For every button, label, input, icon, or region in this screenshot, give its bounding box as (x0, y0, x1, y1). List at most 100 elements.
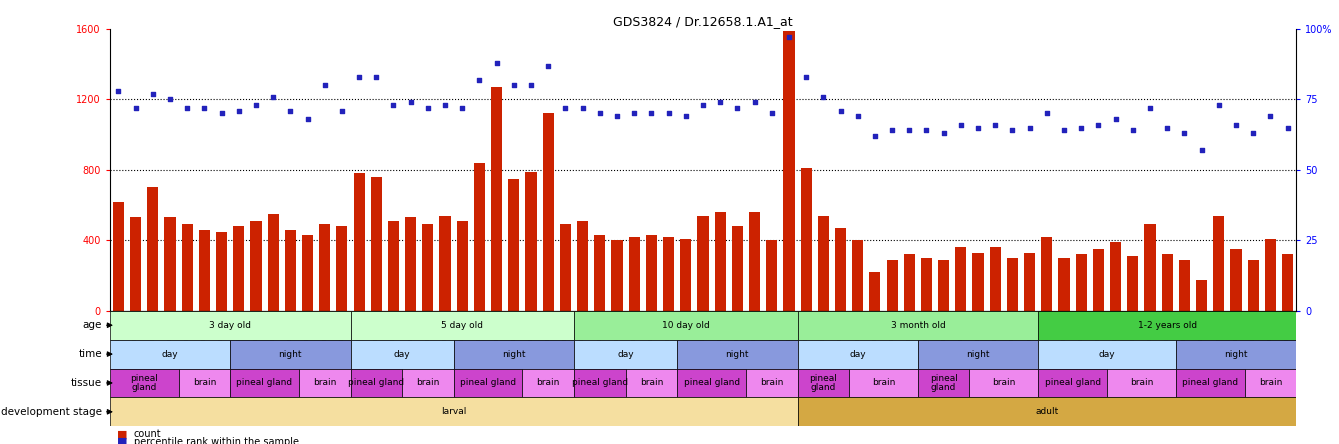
Text: pineal gland: pineal gland (237, 378, 293, 388)
Point (1243, 130, 1264, 137)
Bar (645, 235, 657, 311)
Bar (178, 369, 230, 397)
Bar (869, 272, 881, 311)
Bar (1038, 369, 1107, 397)
Point (830, 107, 852, 114)
Text: adult: adult (1035, 407, 1058, 416)
Text: ■: ■ (116, 437, 127, 444)
Text: brain: brain (1259, 378, 1281, 388)
Text: pineal gland: pineal gland (1044, 378, 1101, 388)
Point (331, 107, 352, 114)
Point (315, 82, 336, 89)
Bar (233, 226, 244, 311)
Bar (849, 369, 919, 397)
Bar (749, 212, 761, 311)
Bar (574, 311, 798, 340)
Point (624, 110, 645, 117)
Point (898, 127, 920, 134)
Bar (1244, 369, 1296, 397)
Point (348, 73, 370, 80)
Text: brain: brain (992, 378, 1015, 388)
Point (297, 115, 319, 123)
Bar (285, 230, 296, 311)
Point (159, 96, 181, 103)
Bar (798, 397, 1296, 426)
Bar (628, 237, 640, 311)
Text: age: age (83, 320, 102, 330)
Bar (612, 240, 623, 311)
Point (1225, 121, 1247, 128)
Point (1190, 147, 1212, 154)
Point (984, 121, 1006, 128)
Point (933, 130, 955, 137)
Point (848, 113, 869, 120)
Point (710, 99, 731, 106)
Bar (439, 216, 451, 311)
Point (194, 104, 216, 111)
Bar (351, 340, 454, 369)
Bar (165, 218, 175, 311)
Bar (1107, 369, 1176, 397)
Bar (1038, 311, 1296, 340)
Point (469, 76, 490, 83)
Point (554, 104, 576, 111)
Point (142, 90, 163, 97)
Bar (919, 369, 969, 397)
Point (692, 101, 714, 108)
Bar (110, 369, 178, 397)
Text: larval: larval (441, 407, 466, 416)
Bar (351, 369, 402, 397)
Point (1277, 124, 1299, 131)
Bar (746, 369, 798, 397)
Bar (836, 228, 846, 311)
Bar (299, 369, 351, 397)
Text: pineal gland: pineal gland (461, 378, 516, 388)
Bar (371, 177, 382, 311)
Point (125, 104, 146, 111)
Bar (939, 260, 949, 311)
Bar (353, 173, 364, 311)
Bar (732, 226, 743, 311)
Bar (542, 113, 554, 311)
Bar (577, 221, 588, 311)
Text: brain: brain (416, 378, 439, 388)
Bar (715, 212, 726, 311)
Point (1139, 104, 1161, 111)
Point (572, 104, 593, 111)
Bar (268, 214, 279, 311)
Point (366, 73, 387, 80)
Point (434, 101, 455, 108)
Bar (406, 218, 416, 311)
Point (1036, 110, 1058, 117)
Text: 3 day old: 3 day old (209, 321, 252, 330)
Point (761, 110, 782, 117)
Bar (351, 311, 574, 340)
Bar (886, 260, 897, 311)
Text: day: day (617, 349, 633, 359)
Point (795, 73, 817, 80)
Bar (678, 340, 798, 369)
Text: time: time (79, 349, 102, 359)
Bar (1007, 258, 1018, 311)
Title: GDS3824 / Dr.12658.1.A1_at: GDS3824 / Dr.12658.1.A1_at (613, 15, 793, 28)
Point (228, 107, 249, 114)
Bar (457, 221, 467, 311)
Point (640, 110, 661, 117)
Bar (1093, 249, 1105, 311)
Bar (972, 253, 984, 311)
Bar (301, 235, 313, 311)
Point (1122, 127, 1144, 134)
Bar (1058, 258, 1070, 311)
Bar (1024, 253, 1035, 311)
Point (1260, 113, 1281, 120)
Bar (509, 178, 520, 311)
Text: brain: brain (640, 378, 663, 388)
Bar (525, 171, 537, 311)
Text: night: night (726, 349, 749, 359)
Bar (798, 340, 919, 369)
Text: brain: brain (313, 378, 336, 388)
Point (589, 110, 611, 117)
Bar (1281, 254, 1293, 311)
Text: day: day (394, 349, 410, 359)
Bar (1110, 242, 1121, 311)
